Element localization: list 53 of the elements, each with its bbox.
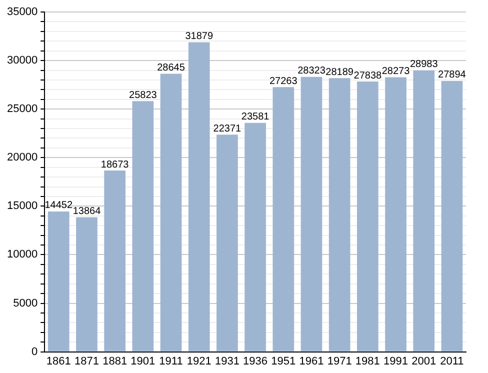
data-label: 28273 xyxy=(382,66,410,78)
y-tick-label: 25000 xyxy=(6,103,38,116)
bar xyxy=(216,134,238,352)
x-tick-label: 2001 xyxy=(412,355,436,368)
bar xyxy=(104,170,126,352)
x-tick-label: 1936 xyxy=(243,355,268,368)
y-tick-label: 35000 xyxy=(6,6,38,18)
bar xyxy=(48,211,70,352)
bar xyxy=(441,80,463,352)
data-label: 28189 xyxy=(326,66,354,78)
data-label: 28323 xyxy=(298,66,326,77)
data-label: 27894 xyxy=(438,70,466,81)
data-label: 28983 xyxy=(410,59,438,70)
x-tick-label: 1911 xyxy=(159,355,183,368)
x-tick-label: 1971 xyxy=(327,355,352,368)
data-label: 28645 xyxy=(157,62,186,74)
data-label: 18673 xyxy=(100,159,130,170)
x-tick-label: 2011 xyxy=(440,355,464,368)
y-tick-label: 20000 xyxy=(6,152,38,164)
x-tick-label: 1931 xyxy=(214,355,240,368)
x-tick-label: 1961 xyxy=(299,355,324,368)
data-label: 23581 xyxy=(241,112,270,123)
x-tick-label: 1871 xyxy=(74,355,99,368)
x-tick-label: 1981 xyxy=(355,355,380,368)
bar xyxy=(328,78,350,352)
data-label: 27838 xyxy=(354,70,382,82)
x-tick-label: 1881 xyxy=(102,355,128,368)
y-tick-label: 30000 xyxy=(6,54,38,67)
data-label: 13864 xyxy=(72,206,102,217)
bar xyxy=(132,101,154,352)
x-tick-label: 1951 xyxy=(271,355,296,368)
y-tick-label: 15000 xyxy=(6,200,38,212)
y-tick-label: 5000 xyxy=(13,297,38,310)
data-label: 31879 xyxy=(185,31,214,42)
data-label: 14452 xyxy=(44,200,73,212)
x-tick-label: 1991 xyxy=(384,355,408,368)
y-tick-label: 10000 xyxy=(6,248,38,261)
bar xyxy=(244,122,266,352)
x-tick-label: 1901 xyxy=(130,355,156,368)
bar xyxy=(160,74,182,352)
bar xyxy=(385,77,406,352)
bar xyxy=(76,217,98,352)
bar xyxy=(413,70,435,352)
bar xyxy=(300,76,322,352)
bar xyxy=(188,42,210,352)
bar xyxy=(356,82,378,352)
x-tick-label: 1921 xyxy=(186,355,212,368)
x-tick-label: 1861 xyxy=(46,355,71,368)
y-tick-label: 0 xyxy=(31,346,38,358)
data-label: 27263 xyxy=(269,76,298,87)
data-label: 22371 xyxy=(213,123,242,134)
data-label: 25823 xyxy=(129,90,158,101)
bar xyxy=(272,87,294,352)
